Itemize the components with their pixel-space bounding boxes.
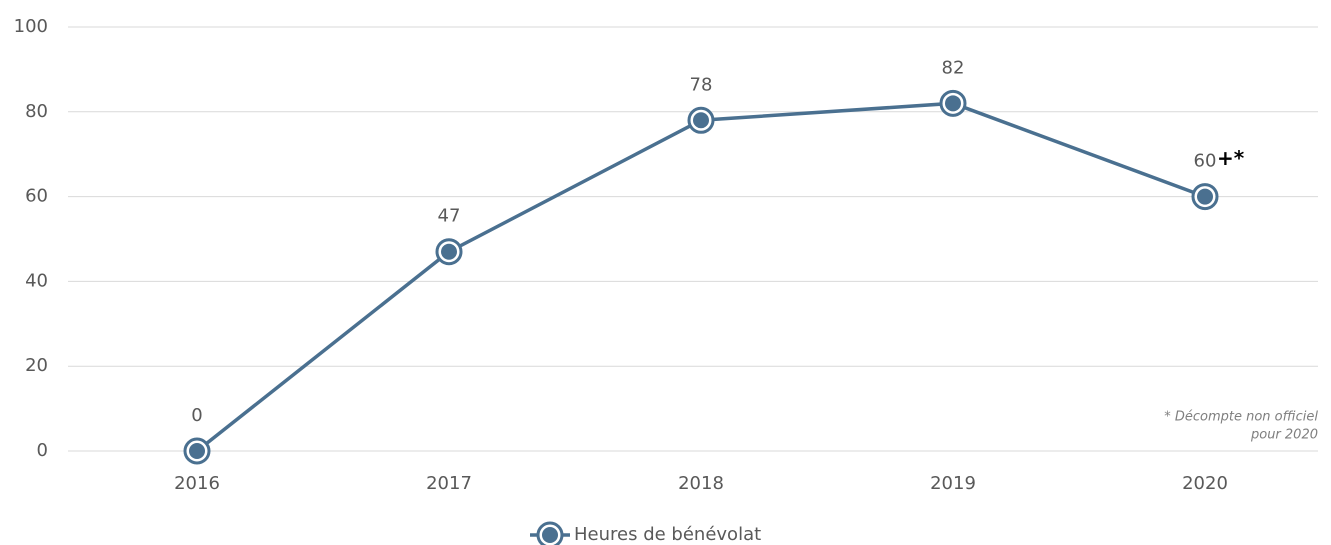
marker	[687, 106, 715, 134]
legend-marker	[536, 521, 564, 545]
marker	[435, 238, 463, 266]
x-tick-label: 2016	[174, 473, 220, 494]
line	[195, 101, 1206, 453]
data-label: 78	[690, 74, 713, 95]
legend-label: Heures de bénévolat	[574, 524, 761, 545]
data-label: 47	[438, 206, 461, 227]
y-tick-label: 40	[25, 270, 48, 291]
marker	[1191, 183, 1219, 211]
note: * Décompte non officiel	[1164, 410, 1318, 425]
data-label: 82	[942, 57, 965, 78]
annotation: +*	[1217, 146, 1245, 170]
y-tick-label: 80	[25, 101, 48, 122]
marker	[183, 437, 211, 465]
x-tick-label: 2018	[678, 473, 724, 494]
x-tick-label: 2020	[1182, 473, 1228, 494]
x-tick-label: 2017	[426, 473, 472, 494]
data-label: 0	[191, 405, 202, 426]
y-tick-label: 100	[14, 16, 48, 37]
y-tick-label: 0	[37, 440, 48, 461]
y-tick-label: 20	[25, 355, 48, 376]
note: pour 2020	[1250, 428, 1318, 443]
data-label: 60	[1194, 151, 1217, 172]
x-tick-label: 2019	[930, 473, 976, 494]
marker	[939, 89, 967, 117]
y-tick-label: 60	[25, 186, 48, 207]
